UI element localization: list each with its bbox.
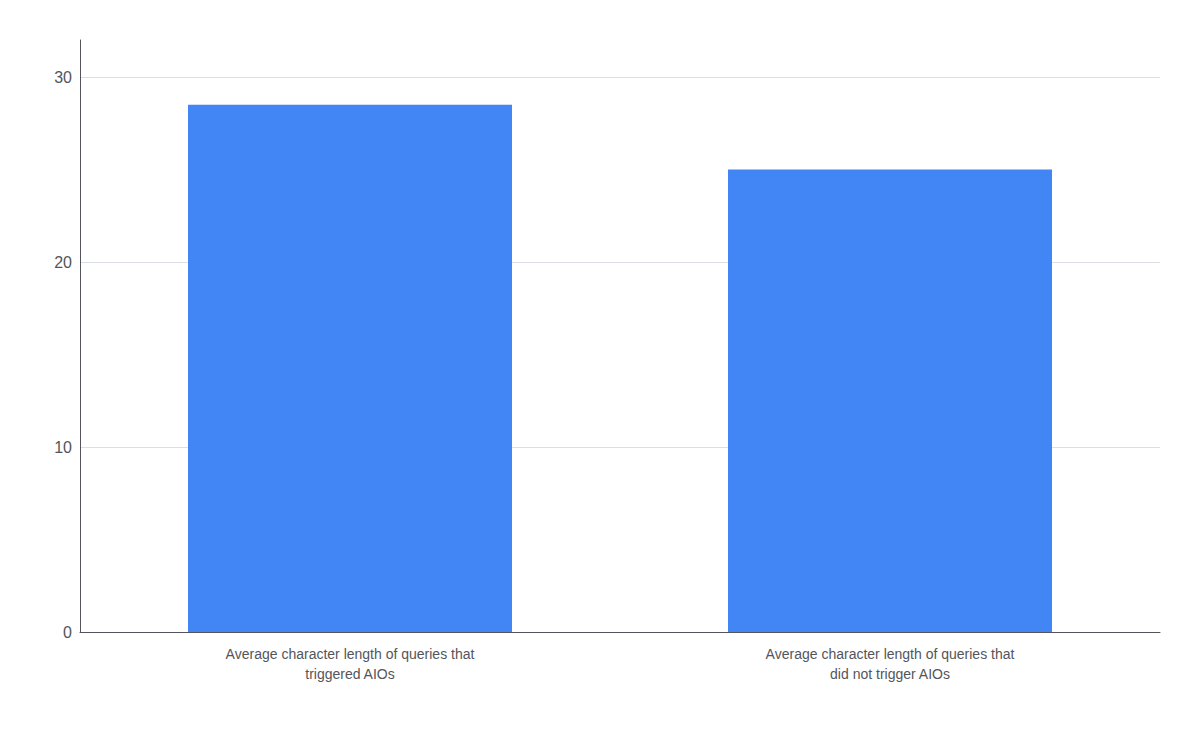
svg-text:30: 30 — [54, 69, 72, 86]
svg-text:triggered AIOs: triggered AIOs — [305, 666, 395, 682]
svg-text:Average character length of qu: Average character length of queries that — [766, 646, 1015, 662]
svg-text:0: 0 — [63, 624, 72, 641]
svg-text:20: 20 — [54, 254, 72, 271]
svg-text:did not trigger AIOs: did not trigger AIOs — [830, 666, 950, 682]
svg-text:10: 10 — [54, 439, 72, 456]
svg-text:Average character length of qu: Average character length of queries that — [226, 646, 475, 662]
